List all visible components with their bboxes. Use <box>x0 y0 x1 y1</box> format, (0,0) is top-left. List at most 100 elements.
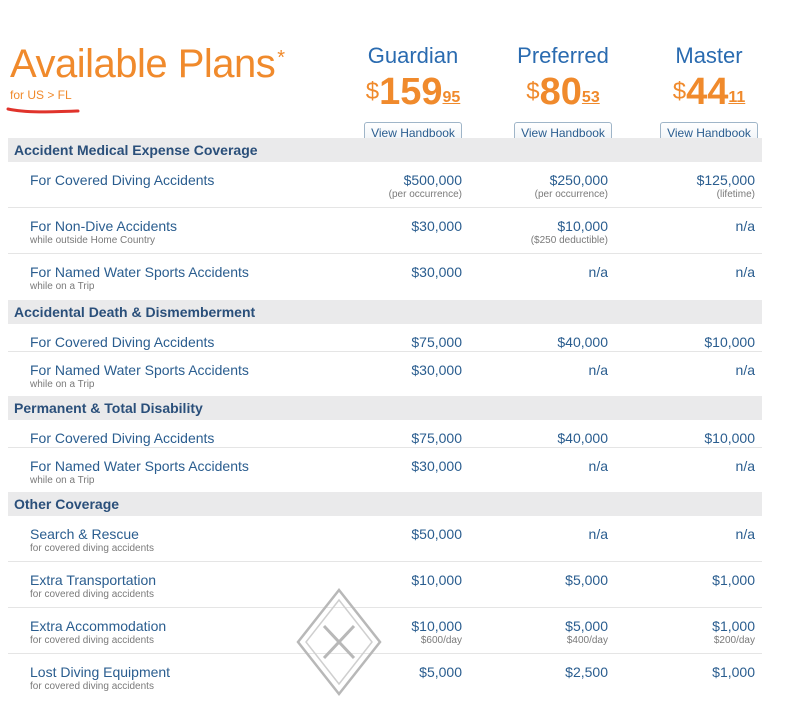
table-row: Lost Diving Equipment for covered diving … <box>8 654 762 700</box>
coverage-value-master: $1,000 <box>712 572 755 589</box>
row-label: For Named Water Sports Accidents while on… <box>30 458 249 487</box>
coverage-amount: $30,000 <box>411 264 462 280</box>
section-header: Permanent & Total Disability <box>8 396 762 420</box>
table-row: For Covered Diving Accidents $75,000 $40,0… <box>8 324 762 352</box>
table-row: Extra Transportation for covered diving a… <box>8 562 762 608</box>
plan-price: $4411 <box>639 72 779 114</box>
price-dollars: 80 <box>539 71 582 113</box>
row-title: For Named Water Sports Accidents <box>30 458 249 474</box>
coverage-amount: $30,000 <box>411 362 462 378</box>
coverage-note: ($250 deductible) <box>530 235 608 246</box>
coverage-amount: $10,000 <box>704 334 755 350</box>
row-title: For Non-Dive Accidents <box>30 218 178 234</box>
coverage-amount: $10,000 <box>557 218 608 234</box>
coverage-amount: $10,000 <box>704 430 755 446</box>
coverage-value-master: $125,000 (lifetime) <box>697 172 755 201</box>
row-label: Extra Accommodation for covered diving ac… <box>30 618 166 647</box>
plan-price: $15995 <box>343 72 483 114</box>
row-label: For Covered Diving Accidents <box>30 172 214 189</box>
coverage-value-preferred: n/a <box>589 458 608 475</box>
coverage-value-preferred: $40,000 <box>557 430 608 447</box>
price-dollars: 44 <box>686 71 729 113</box>
row-subtitle: for covered diving accidents <box>30 681 154 692</box>
coverage-amount: $1,000 <box>712 618 755 634</box>
plan-column-master: Master $4411 View Handbook <box>639 44 779 144</box>
row-title: For Covered Diving Accidents <box>30 334 215 350</box>
coverage-value-guardian: $500,000 (per occurrence) <box>389 172 462 201</box>
red-underline-annotation <box>6 107 80 114</box>
coverage-note: (lifetime) <box>716 189 755 200</box>
plan-column-preferred: Preferred $8053 View Handbook <box>493 44 633 144</box>
coverage-value-master: n/a <box>736 458 755 475</box>
coverage-amount: n/a <box>735 218 755 234</box>
coverage-amount: $40,000 <box>557 430 608 446</box>
row-title: For Named Water Sports Accidents <box>30 264 249 280</box>
coverage-amount: n/a <box>735 458 755 474</box>
section-header: Accident Medical Expense Coverage <box>8 138 762 162</box>
row-title: Extra Transportation <box>30 572 157 588</box>
coverage-value-preferred: $5,000 <box>565 572 608 589</box>
coverage-amount: $30,000 <box>411 218 462 234</box>
coverage-value-preferred: $5,000 $400/day <box>565 618 608 647</box>
row-title: For Covered Diving Accidents <box>30 430 215 446</box>
coverage-value-guardian: $50,000 <box>411 526 462 543</box>
row-label: For Named Water Sports Accidents while on… <box>30 362 249 391</box>
plan-name: Master <box>675 43 743 68</box>
coverage-amount: $75,000 <box>411 334 462 350</box>
section-header: Other Coverage <box>8 492 762 516</box>
price-currency: $ <box>526 78 540 105</box>
coverage-value-guardian: $30,000 <box>411 458 462 475</box>
coverage-value-preferred: n/a <box>589 264 608 281</box>
coverage-amount: n/a <box>588 362 608 378</box>
title-asterisk: * <box>277 47 285 69</box>
coverage-amount: $500,000 <box>403 172 462 188</box>
coverage-value-guardian: $5,000 <box>419 664 462 681</box>
row-title: Search & Rescue <box>30 526 139 542</box>
coverage-amount: $30,000 <box>411 458 462 474</box>
coverage-amount: n/a <box>588 458 608 474</box>
diamond-x-watermark-icon <box>296 587 382 697</box>
table-row: For Covered Diving Accidents $500,000 (per… <box>8 162 762 208</box>
coverage-amount: $5,000 <box>419 664 462 680</box>
coverage-table: Accident Medical Expense Coverage For Cov… <box>8 138 762 700</box>
coverage-note: $200/day <box>713 635 755 646</box>
coverage-value-preferred: n/a <box>589 526 608 543</box>
coverage-value-master: $1,000 $200/day <box>712 618 755 647</box>
coverage-value-master: n/a <box>736 362 755 379</box>
coverage-amount: $1,000 <box>712 572 755 588</box>
coverage-note: $400/day <box>566 635 608 646</box>
row-subtitle: for covered diving accidents <box>30 589 154 600</box>
coverage-value-guardian: $75,000 <box>411 334 462 351</box>
row-label: Lost Diving Equipment for covered diving … <box>30 664 170 693</box>
row-title: Lost Diving Equipment <box>30 664 171 680</box>
row-title: For Covered Diving Accidents <box>30 172 215 188</box>
coverage-amount: n/a <box>588 264 608 280</box>
coverage-value-guardian: $10,000 $600/day <box>411 618 462 647</box>
row-subtitle: while on a Trip <box>30 281 95 292</box>
price-dollars: 159 <box>379 71 443 113</box>
price-currency: $ <box>365 78 380 105</box>
coverage-amount: $10,000 <box>411 618 462 634</box>
coverage-value-preferred: n/a <box>589 362 608 379</box>
coverage-value-master: n/a <box>736 218 755 235</box>
coverage-value-preferred: $2,500 <box>565 664 608 681</box>
page-title: Available Plans * <box>10 42 285 86</box>
row-label: For Covered Diving Accidents <box>30 430 214 447</box>
table-row: For Named Water Sports Accidents while on… <box>8 352 762 396</box>
coverage-value-master: n/a <box>736 264 755 281</box>
section-header: Accidental Death & Dismemberment <box>8 300 762 324</box>
row-subtitle: while on a Trip <box>30 475 95 486</box>
row-label: Search & Rescue for covered diving accide… <box>30 526 154 555</box>
coverage-value-preferred: $250,000 (per occurrence) <box>535 172 608 201</box>
coverage-value-preferred: $10,000 ($250 deductible) <box>531 218 608 247</box>
coverage-amount: $10,000 <box>411 572 462 588</box>
coverage-amount: $250,000 <box>549 172 608 188</box>
coverage-note: (per occurrence) <box>534 189 608 200</box>
coverage-amount: $75,000 <box>411 430 462 446</box>
price-cents: 53 <box>581 89 600 106</box>
coverage-amount: $50,000 <box>411 526 462 542</box>
plan-column-guardian: Guardian $15995 View Handbook <box>343 44 483 144</box>
row-title: For Named Water Sports Accidents <box>30 362 249 378</box>
coverage-value-guardian: $75,000 <box>411 430 462 447</box>
price-currency: $ <box>672 78 687 105</box>
